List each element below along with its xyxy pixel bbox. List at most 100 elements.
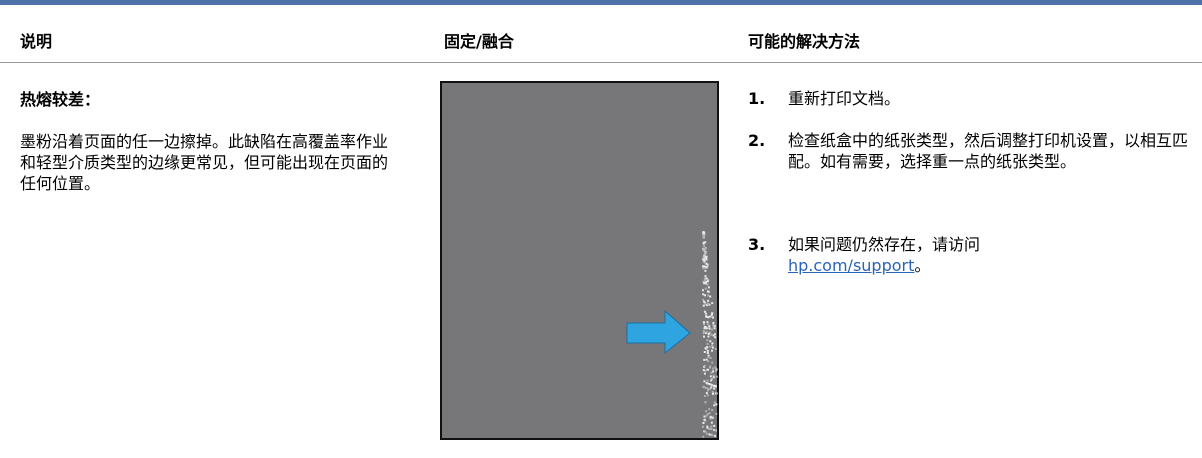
speckle <box>702 298 705 301</box>
speckle <box>706 283 709 286</box>
speckle <box>703 364 706 367</box>
speckle <box>705 277 708 280</box>
speckle <box>703 325 706 328</box>
speckle <box>708 325 711 328</box>
speckle <box>703 310 706 313</box>
speckle <box>711 344 714 347</box>
speckle <box>703 279 706 282</box>
speckle <box>715 369 717 372</box>
speckle <box>703 234 706 237</box>
speckle <box>713 429 716 431</box>
speckle <box>706 352 709 354</box>
step-text: 重新打印文档。 <box>788 89 901 108</box>
step: 3. 如果问题仍然存在，请访问 hp.com/support。 <box>748 234 1188 276</box>
speckle <box>708 388 711 391</box>
row-title: 热熔较差： <box>20 90 101 109</box>
speckle <box>705 410 707 413</box>
top-rule <box>0 0 1202 5</box>
speckle <box>702 321 705 324</box>
speckle <box>704 347 707 350</box>
speckle <box>711 342 714 345</box>
speckle <box>705 326 708 329</box>
speckle <box>710 371 713 374</box>
speckle <box>706 321 709 324</box>
speckle <box>705 262 708 265</box>
speckle <box>706 343 709 346</box>
speckle <box>707 316 710 319</box>
speckle <box>708 433 711 436</box>
speckle <box>712 334 715 337</box>
speckle <box>710 421 713 424</box>
step-number: 1. <box>748 89 766 108</box>
speckle <box>707 299 710 302</box>
speckle <box>706 387 709 390</box>
speckle <box>707 290 709 293</box>
speckle <box>712 325 715 328</box>
speckle <box>702 331 705 334</box>
speckle <box>704 282 707 285</box>
speckle <box>709 375 712 378</box>
speckle <box>712 316 714 319</box>
defect-image <box>440 81 719 440</box>
speckle <box>704 266 707 269</box>
step-text: 检查纸盒中的纸张类型，然后调整打印机设置，以相互匹配。如有需要，选择重一点的纸张… <box>788 131 1189 171</box>
speckle <box>710 378 713 380</box>
speckle <box>702 267 705 270</box>
speckle <box>711 384 713 387</box>
speckle <box>705 331 708 333</box>
speckle <box>702 232 705 235</box>
speckle <box>714 347 717 350</box>
speckle <box>707 302 709 305</box>
speckle <box>707 356 710 359</box>
speckle <box>713 325 716 327</box>
speckle <box>715 392 718 395</box>
support-link[interactable]: hp.com/support <box>788 256 915 275</box>
speckle <box>703 380 706 383</box>
speckle <box>703 261 706 264</box>
speckle <box>711 434 714 436</box>
speckle <box>704 430 707 433</box>
speckle <box>705 304 708 307</box>
speckle <box>707 278 709 281</box>
speckle <box>704 241 707 244</box>
speckle <box>705 432 708 435</box>
speckle <box>704 269 707 272</box>
speckle <box>702 422 705 424</box>
speckle <box>709 383 712 386</box>
speckle <box>712 392 714 395</box>
speckle <box>709 415 712 418</box>
speckle <box>703 395 706 397</box>
speckle <box>703 386 706 388</box>
speckle <box>713 424 716 427</box>
speckle <box>711 361 714 364</box>
speckle <box>706 346 709 349</box>
speckle <box>708 408 711 411</box>
speckle <box>704 301 707 304</box>
speckle <box>703 430 706 433</box>
step-text: 。 <box>914 256 931 275</box>
header-cell: 可能的解决方法 <box>748 32 861 51</box>
speckle <box>714 385 717 388</box>
speckle <box>713 327 716 330</box>
speckle <box>702 256 705 259</box>
speckle <box>714 429 717 432</box>
speckle <box>702 289 704 292</box>
speckle <box>707 360 710 363</box>
speckle <box>704 312 707 315</box>
speckle <box>702 258 705 261</box>
speckle <box>707 294 710 297</box>
speckle <box>711 328 714 331</box>
speckle <box>711 409 714 412</box>
page-sample <box>440 81 719 440</box>
speckle <box>714 366 717 369</box>
speckle <box>705 368 708 371</box>
speckle <box>702 265 704 268</box>
speckle <box>704 276 707 279</box>
speckle <box>703 280 706 283</box>
speckle <box>712 374 715 377</box>
speckle <box>702 304 705 307</box>
speckle <box>704 294 707 297</box>
speckle <box>709 340 712 343</box>
speckle <box>709 365 712 368</box>
